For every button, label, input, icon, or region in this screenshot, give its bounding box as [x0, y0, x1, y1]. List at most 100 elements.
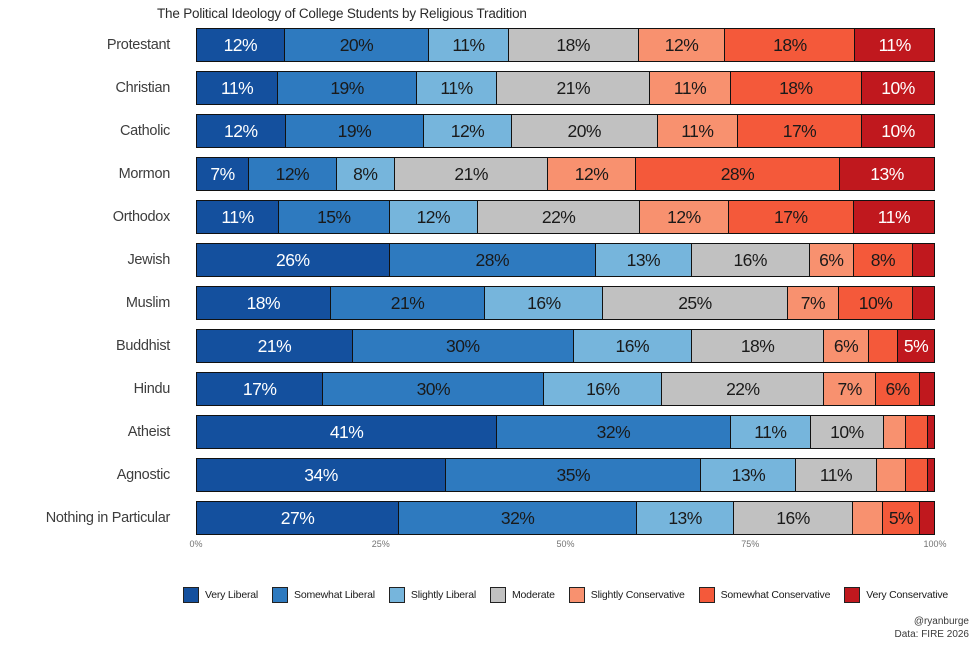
category-label: Protestant: [106, 37, 170, 53]
segment-slightly-liberal: 13%: [700, 459, 796, 491]
segment-moderate: 18%: [507, 29, 638, 61]
segment-somewhat-liberal: 15%: [278, 201, 389, 233]
legend-label: Very Liberal: [204, 589, 259, 601]
segment-very-liberal: 12%: [197, 115, 285, 147]
legend-swatch-icon: [698, 587, 715, 603]
bar-muslim: 18% 21% 16% 25% 7% 10%: [196, 286, 935, 320]
segment-very-conservative: [926, 416, 934, 448]
segment-somewhat-conservative: 18%: [724, 29, 855, 61]
stacked-bar-chart: Protestant 12% 20% 11% 18% 12% 18% 11% Christian…: [0, 28, 935, 535]
chart-row-nothing-in-particular: Nothing in Particular 27% 32% 13% 16% 5%: [0, 501, 935, 535]
segment-somewhat-conservative: 6%: [874, 373, 920, 405]
category-label: Mormon: [118, 166, 171, 182]
category-label: Jewish: [127, 252, 170, 268]
legend-label: Very Conservative: [866, 589, 949, 601]
chart-title: The Political Ideology of College Studen…: [157, 6, 527, 21]
segment-very-liberal: 18%: [197, 287, 330, 319]
segment-slightly-liberal: 13%: [636, 502, 733, 534]
segment-somewhat-liberal: 30%: [351, 330, 573, 362]
segment-very-conservative: [919, 373, 934, 405]
segment-slightly-liberal: 16%: [484, 287, 603, 319]
segment-slightly-conservative: 11%: [656, 115, 737, 147]
segment-slightly-conservative: 12%: [547, 158, 635, 190]
bar-nothing-in-particular: 27% 32% 13% 16% 5%: [196, 501, 935, 535]
segment-moderate: 18%: [690, 330, 824, 362]
segment-slightly-liberal: 8%: [335, 158, 395, 190]
segment-slightly-conservative: [875, 459, 905, 491]
category-label: Orthodox: [112, 209, 171, 225]
caption-source: Data: FIRE 2026: [894, 629, 969, 640]
legend-label: Slightly Conservative: [590, 589, 685, 601]
legend-swatch-icon: [272, 587, 289, 603]
segment-very-conservative: 5%: [897, 330, 934, 362]
legend-swatch-icon: [490, 587, 506, 603]
bar-catholic: 12% 19% 12% 20% 11% 17% 10%: [196, 114, 935, 148]
segment-somewhat-liberal: 32%: [496, 416, 730, 448]
chart-row-catholic: Catholic 12% 19% 12% 20% 11% 17% 10%: [0, 114, 935, 148]
x-axis-tick: 75%: [741, 539, 760, 549]
chart-row-christian: Christian 11% 19% 11% 21% 11% 18% 10%: [0, 71, 935, 105]
segment-somewhat-conservative: 10%: [838, 287, 912, 319]
segment-somewhat-liberal: 20%: [283, 29, 429, 61]
segment-moderate: 22%: [661, 373, 824, 405]
segment-slightly-liberal: 13%: [594, 244, 691, 276]
segment-somewhat-conservative: 8%: [852, 244, 912, 276]
segment-very-liberal: 41%: [197, 416, 497, 448]
segment-very-liberal: 26%: [197, 244, 389, 276]
legend: Very Liberal Somewhat Liberal Slightly Lib…: [182, 587, 948, 603]
bar-hindu: 17% 30% 16% 22% 7% 6%: [196, 372, 935, 406]
legend-item-slightly-conservative: Slightly Conservative: [568, 587, 685, 603]
segment-somewhat-liberal: 21%: [329, 287, 485, 319]
legend-swatch-icon: [844, 587, 861, 603]
category-label: Christian: [115, 80, 170, 96]
segment-moderate: 10%: [809, 416, 883, 448]
segment-moderate: 20%: [510, 115, 657, 147]
legend-item-somewhat-liberal: Somewhat Liberal: [272, 587, 375, 603]
x-axis-tick: 25%: [371, 539, 390, 549]
segment-very-liberal: 34%: [197, 459, 446, 491]
segment-moderate: 21%: [394, 158, 548, 190]
caption: @ryanburge Data: FIRE 2026: [895, 615, 969, 641]
segment-somewhat-conservative: [867, 330, 898, 362]
category-label: Agnostic: [116, 467, 171, 483]
bar-christian: 11% 19% 11% 21% 11% 18% 10%: [196, 71, 935, 105]
segment-somewhat-liberal: 12%: [248, 158, 336, 190]
segment-very-conservative: [911, 244, 934, 276]
legend-item-somewhat-conservative: Somewhat Conservative: [698, 587, 830, 603]
category-label: Hindu: [133, 381, 171, 397]
segment-moderate: 25%: [602, 287, 787, 319]
category-label: Atheist: [127, 424, 171, 440]
segment-moderate: 16%: [690, 244, 809, 276]
segment-somewhat-conservative: 5%: [881, 502, 920, 534]
legend-label: Slightly Liberal: [410, 589, 476, 601]
segment-somewhat-conservative: 18%: [729, 72, 862, 104]
category-label: Buddhist: [115, 338, 170, 354]
segment-slightly-liberal: 16%: [572, 330, 691, 362]
segment-very-conservative: [911, 287, 934, 319]
segment-slightly-liberal: 16%: [543, 373, 662, 405]
segment-very-conservative: [926, 459, 934, 491]
bar-mormon: 7% 12% 8% 21% 12% 28% 13%: [196, 157, 935, 191]
segment-somewhat-conservative: [904, 459, 927, 491]
chart-row-protestant: Protestant 12% 20% 11% 18% 12% 18% 11%: [0, 28, 935, 62]
legend-swatch-icon: [568, 587, 585, 603]
bar-protestant: 12% 20% 11% 18% 12% 18% 11%: [196, 28, 935, 62]
legend-item-very-liberal: Very Liberal: [182, 587, 259, 603]
segment-somewhat-liberal: 28%: [388, 244, 595, 276]
segment-slightly-conservative: 11%: [649, 72, 730, 104]
legend-item-moderate: Moderate: [490, 587, 555, 603]
segment-very-liberal: 27%: [197, 502, 398, 534]
segment-slightly-liberal: 12%: [388, 201, 478, 233]
segment-somewhat-liberal: 19%: [284, 115, 424, 147]
segment-very-liberal: 11%: [197, 72, 278, 104]
bar-atheist: 41% 32% 11% 10%: [196, 415, 935, 449]
chart-row-buddhist: Buddhist 21% 30% 16% 18% 6% 5%: [0, 329, 935, 363]
segment-moderate: 16%: [732, 502, 853, 534]
legend-label: Moderate: [512, 589, 555, 601]
segment-very-liberal: 7%: [197, 158, 249, 190]
caption-author: @ryanburge: [913, 616, 969, 627]
x-axis-tick: 50%: [556, 539, 575, 549]
segment-moderate: 22%: [477, 201, 640, 233]
segment-very-conservative: 11%: [852, 201, 934, 233]
segment-somewhat-liberal: 19%: [277, 72, 416, 104]
